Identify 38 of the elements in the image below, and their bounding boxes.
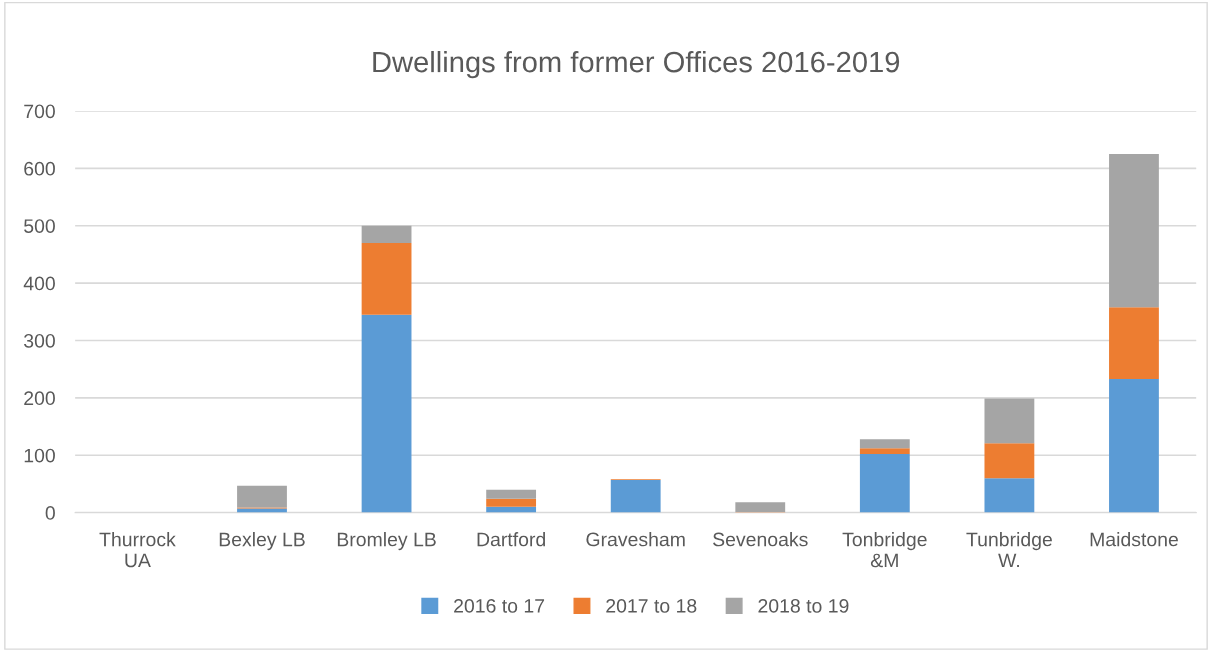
chart-title: Dwellings from former Offices 2016-2019: [373, 50, 900, 79]
x-tick-label: Bexley LB: [219, 532, 305, 551]
legend-label: 2018 to 19: [758, 598, 849, 613]
bar: [361, 314, 412, 513]
bar: [361, 242, 412, 315]
y-tick-label: 100: [24, 448, 55, 463]
x-tick-label: Tunbridge W.: [966, 532, 1052, 568]
bar: [984, 443, 1035, 479]
bar: [859, 448, 910, 455]
x-tick-label: Thurrock UA: [99, 532, 176, 568]
y-tick-label: 500: [24, 219, 55, 233]
bar: [984, 398, 1035, 444]
legend-label: 2016 to 17: [454, 598, 545, 613]
bar: [486, 489, 537, 499]
y-tick-label: 700: [24, 104, 55, 119]
y-tick-label: 0: [45, 506, 55, 520]
bar: [984, 478, 1035, 513]
bar: [237, 485, 287, 508]
x-tick-label: Maidstone: [1090, 532, 1178, 547]
bar: [859, 454, 910, 513]
bar: [610, 479, 661, 513]
x-tick-label: Gravesham: [586, 532, 685, 547]
bar: [1109, 378, 1159, 513]
bar: [859, 439, 910, 449]
x-tick-label: Bromley LB: [337, 532, 436, 551]
legend-label: 2017 to 18: [606, 598, 697, 613]
bar: [735, 502, 786, 513]
bar: [1109, 154, 1159, 308]
y-tick-label: 300: [24, 333, 55, 348]
x-tick-label: Tonbridge &M: [842, 532, 927, 568]
bar: [486, 498, 537, 507]
y-tick-label: 200: [24, 391, 55, 406]
bar: [361, 225, 412, 243]
x-tick-label: Sevenoaks: [713, 532, 808, 547]
x-tick-label: Dartford: [477, 532, 545, 547]
y-tick-label: 600: [24, 161, 55, 176]
bar: [1109, 307, 1159, 379]
y-tick-label: 400: [23, 276, 55, 291]
